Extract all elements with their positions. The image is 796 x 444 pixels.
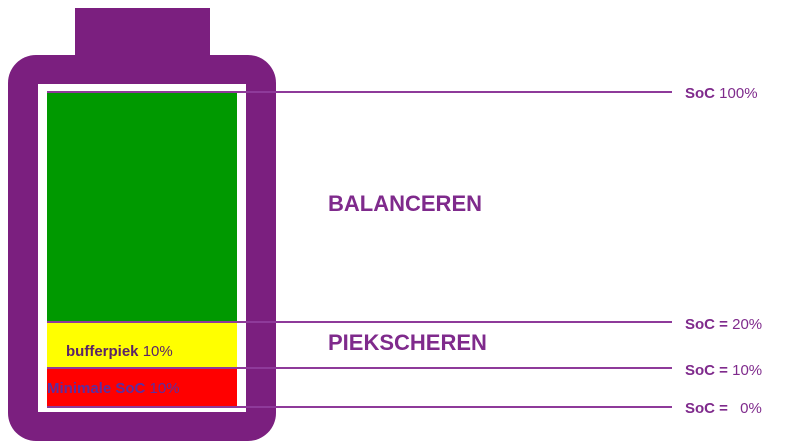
balanceren-zone <box>47 92 237 323</box>
level-value: 10% <box>732 362 762 379</box>
segment-name: bufferpiek <box>66 343 139 360</box>
zone-label: PIEKSCHEREN <box>328 330 487 355</box>
level-value: 0% <box>740 400 762 417</box>
level-name: SoC = <box>685 400 728 417</box>
level-value: 20% <box>732 316 762 333</box>
segment-label: Minimale SoC 10% <box>47 380 180 397</box>
level-name: SoC = <box>685 362 728 379</box>
level-value: 100% <box>719 85 757 102</box>
level-label: SoC = 0% <box>685 400 762 417</box>
level-name: SoC = <box>685 316 728 333</box>
level-name: SoC <box>685 85 715 102</box>
minimum-zone <box>47 369 237 407</box>
segment-value: 10% <box>143 343 173 360</box>
bufferpiek-zone <box>47 323 237 369</box>
level-label: SoC 100% <box>685 85 758 102</box>
segment-value: 10% <box>150 380 180 397</box>
level-label: SoC = 20% <box>685 316 762 333</box>
level-label: SoC = 10% <box>685 362 762 379</box>
zone-label: BALANCEREN <box>328 191 482 216</box>
segment-label: bufferpiek 10% <box>66 343 173 360</box>
segment-name: Minimale SoC <box>47 380 146 397</box>
